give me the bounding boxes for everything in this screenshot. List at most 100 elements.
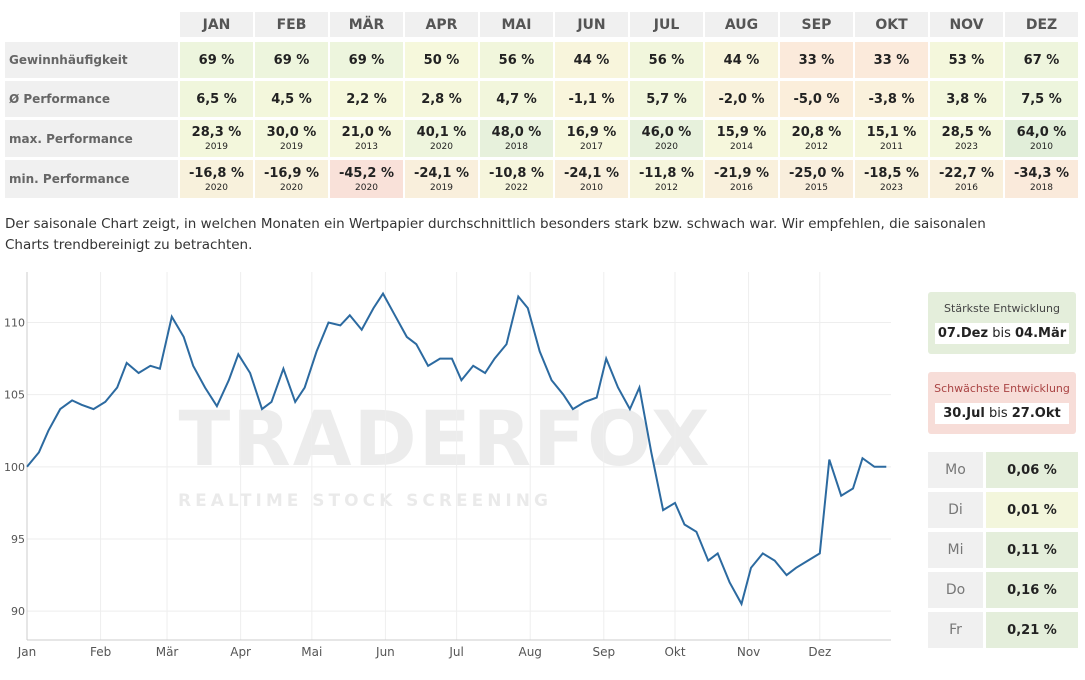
month-header: SEP (780, 12, 853, 37)
table-row: Gewinnhäufigkeit 69 % 69 % 69 % 50 % 56 % 44 %… (5, 42, 1078, 78)
watermark: TRADERFOX (178, 394, 711, 483)
cell-value: 33 % (873, 52, 910, 68)
month-header: NOV (930, 12, 1003, 37)
weekday-row: Do 0,16 % (928, 572, 1078, 608)
cell-year: 2012 (655, 182, 678, 193)
cell-value: 15,1 % (866, 125, 917, 140)
cell: 3,8 % (930, 81, 1003, 117)
weakest-title: Schwächste Entwicklung (934, 382, 1070, 395)
cell: 56 % (630, 42, 703, 78)
y-tick-label: 110 (4, 317, 25, 330)
cell-value: -24,1 % (563, 165, 620, 181)
cell-value: 44 % (723, 52, 760, 68)
weekday-row: Di 0,01 % (928, 492, 1078, 528)
cell: -3,8 % (855, 81, 928, 117)
cell: 21,0 % 2013 (330, 120, 403, 157)
cell: 6,5 % (180, 81, 253, 117)
weekday: Mo (928, 452, 983, 488)
cell: 46,0 % 2020 (630, 120, 703, 157)
header-row: JAN FEB MÄR APR MAI JUN JUL AUG SEP OKT NOV DEZ (5, 12, 1078, 37)
cell-value: 56 % (648, 52, 685, 68)
strongest-box: Stärkste Entwicklung 07.Dez bis 04.Mär (928, 292, 1076, 354)
cell: -1,1 % (555, 81, 628, 117)
cell-value: 20,8 % (791, 125, 842, 140)
cell-year: 2019 (205, 142, 228, 152)
cell-value: 2,8 % (421, 91, 462, 107)
weakest-box: Schwächste Entwicklung 30.Jul bis 27.Okt (928, 372, 1076, 434)
cell-value: 33 % (798, 52, 835, 68)
cell-value: 4,5 % (271, 91, 312, 107)
x-tick-label: Okt (664, 645, 685, 659)
cell-year: 2022 (505, 182, 528, 193)
cell: 2,2 % (330, 81, 403, 117)
cell-year: 2020 (205, 182, 228, 193)
cell: 15,9 % 2014 (705, 120, 778, 157)
cell: 4,7 % (480, 81, 553, 117)
cell-value: 46,0 % (641, 125, 692, 140)
cell: 69 % (330, 42, 403, 78)
cell: -24,1 % 2019 (405, 160, 478, 198)
cell: 67 % (1005, 42, 1078, 78)
cell: -25,0 % 2015 (780, 160, 853, 198)
cell: 33 % (780, 42, 853, 78)
cell-value: 67 % (1023, 52, 1060, 68)
weakest-from: 30.Jul (943, 406, 985, 421)
y-tick-label: 90 (11, 605, 25, 618)
cell-year: 2020 (655, 142, 678, 152)
weekday: Di (928, 492, 983, 528)
weakest-to: 27.Okt (1011, 406, 1061, 421)
x-tick-label: Nov (737, 645, 760, 659)
cell: -16,8 % 2020 (180, 160, 253, 198)
month-header: MÄR (330, 12, 403, 37)
cell: -5,0 % (780, 81, 853, 117)
corner (5, 12, 178, 37)
cell: 33 % (855, 42, 928, 78)
cell-value: 4,7 % (496, 91, 537, 107)
month-header: AUG (705, 12, 778, 37)
cell: -2,0 % (705, 81, 778, 117)
cell-value: -2,0 % (718, 91, 765, 107)
cell-year: 2020 (280, 182, 303, 193)
row-label: min. Performance (5, 160, 178, 198)
cell: 20,8 % 2012 (780, 120, 853, 157)
x-tick-label: Jun (375, 645, 395, 659)
cell-year: 2010 (580, 182, 603, 193)
cell-value: -10,8 % (488, 165, 545, 181)
cell-year: 2016 (730, 182, 753, 193)
cell-year: 2019 (430, 182, 453, 193)
cell-value: 30,0 % (266, 125, 317, 140)
cell-value: 5,7 % (646, 91, 687, 107)
cell-value: 3,8 % (946, 91, 987, 107)
cell-value: 69 % (198, 52, 235, 68)
cell: 2,8 % (405, 81, 478, 117)
cell: 28,5 % 2023 (930, 120, 1003, 157)
x-tick-label: Mär (156, 645, 179, 659)
weekday: Mi (928, 532, 983, 568)
weekday-value: 0,16 % (986, 572, 1078, 608)
seasonal-table: JAN FEB MÄR APR MAI JUN JUL AUG SEP OKT NOV DEZ Gewi… (5, 12, 1078, 201)
cell-value: -18,5 % (863, 165, 920, 181)
cell: 40,1 % 2020 (405, 120, 478, 157)
cell: 44 % (555, 42, 628, 78)
watermark-tagline: REALTIME STOCK SCREENING (178, 491, 552, 511)
month-header: DEZ (1005, 12, 1078, 37)
cell: 4,5 % (255, 81, 328, 117)
strongest-to: 04.Mär (1014, 326, 1067, 341)
cell-value: -3,8 % (868, 91, 915, 107)
cell: 44 % (705, 42, 778, 78)
table-row: max. Performance 28,3 % 2019 30,0 % 2019 21,0… (5, 120, 1078, 157)
weekday-row: Mi 0,11 % (928, 532, 1078, 568)
strongest-title: Stärkste Entwicklung (944, 302, 1060, 315)
cell-value: 16,9 % (566, 125, 617, 140)
cell: -11,8 % 2012 (630, 160, 703, 198)
cell-value: 53 % (948, 52, 985, 68)
x-tick-label: Feb (90, 645, 111, 659)
cell-year: 2020 (430, 142, 453, 152)
weekday: Fr (928, 612, 983, 648)
weekday-value: 0,11 % (986, 532, 1078, 568)
cell: 69 % (180, 42, 253, 78)
cell-year: 2012 (805, 142, 828, 152)
cell: -16,9 % 2020 (255, 160, 328, 198)
chart: TRADERFOX REALTIME STOCK SCREENING Jan Fe… (4, 272, 891, 659)
bis: bis (988, 406, 1008, 421)
